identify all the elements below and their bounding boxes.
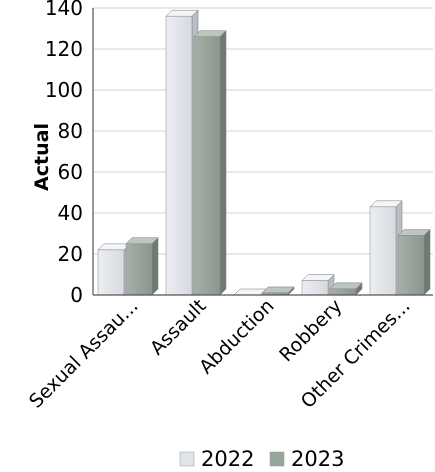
bar-2022-0 (97, 243, 131, 296)
legend: 2022 2023 (179, 447, 344, 471)
y-tick-label: 40 (58, 201, 83, 225)
bar-top (193, 30, 227, 37)
x-tick-label: Assault (146, 295, 211, 360)
bar-2023-1 (193, 30, 227, 296)
legend-label-2023: 2023 (291, 447, 344, 471)
bar-front (165, 15, 193, 296)
bar-top (301, 274, 335, 281)
x-tick-label: Robbery (275, 295, 346, 366)
bar-2023-2 (261, 286, 295, 296)
bar-top (329, 282, 363, 290)
bar-2022-1 (165, 9, 199, 296)
y-tick-label: 60 (58, 160, 83, 184)
bar-front (125, 243, 153, 296)
legend-swatch-2022 (179, 451, 195, 467)
y-tick-label: 0 (70, 283, 83, 307)
x-tick-label: Sexual Assau... (25, 295, 143, 413)
x-tick-labels: Sexual Assau... AssaultAbductionRobberyOt… (25, 295, 415, 413)
y-tick-label: 140 (45, 0, 83, 20)
y-tick-labels: 0 20 40 60 80 100 120 140 (45, 0, 83, 307)
legend-swatch-2023 (269, 451, 285, 467)
bar-top (125, 237, 159, 244)
bar-front (301, 280, 329, 296)
y-tick-label: 80 (58, 119, 83, 143)
y-tick-label: 120 (45, 37, 83, 61)
bar-top (233, 288, 267, 296)
bar-top (369, 200, 403, 208)
bar-front (369, 206, 397, 296)
gridlines (93, 7, 433, 255)
bar-front (97, 249, 125, 296)
bar-side (151, 237, 159, 296)
bar-2023-4 (397, 228, 431, 296)
bar-side (423, 228, 431, 296)
bar-front (397, 235, 425, 296)
bar-2022-3 (301, 274, 335, 296)
bar-front (329, 288, 357, 296)
bar-side (219, 30, 227, 296)
bar-2023-0 (125, 237, 159, 296)
bar-top (97, 243, 131, 251)
bar-top (261, 286, 295, 294)
y-axis-label: Actual (31, 123, 53, 191)
legend-label-2022: 2022 (201, 447, 254, 471)
bar-top (165, 9, 199, 17)
bar-2023-3 (329, 282, 363, 296)
bar-top (397, 229, 431, 236)
y-tick-label: 20 (58, 242, 83, 266)
y-tick-label: 100 (45, 78, 83, 102)
bar-2022-4 (369, 200, 403, 296)
bar-front (193, 36, 221, 296)
bar-2022-2 (233, 288, 267, 296)
bars (97, 9, 431, 296)
x-tick-label: Abduction (195, 295, 278, 378)
